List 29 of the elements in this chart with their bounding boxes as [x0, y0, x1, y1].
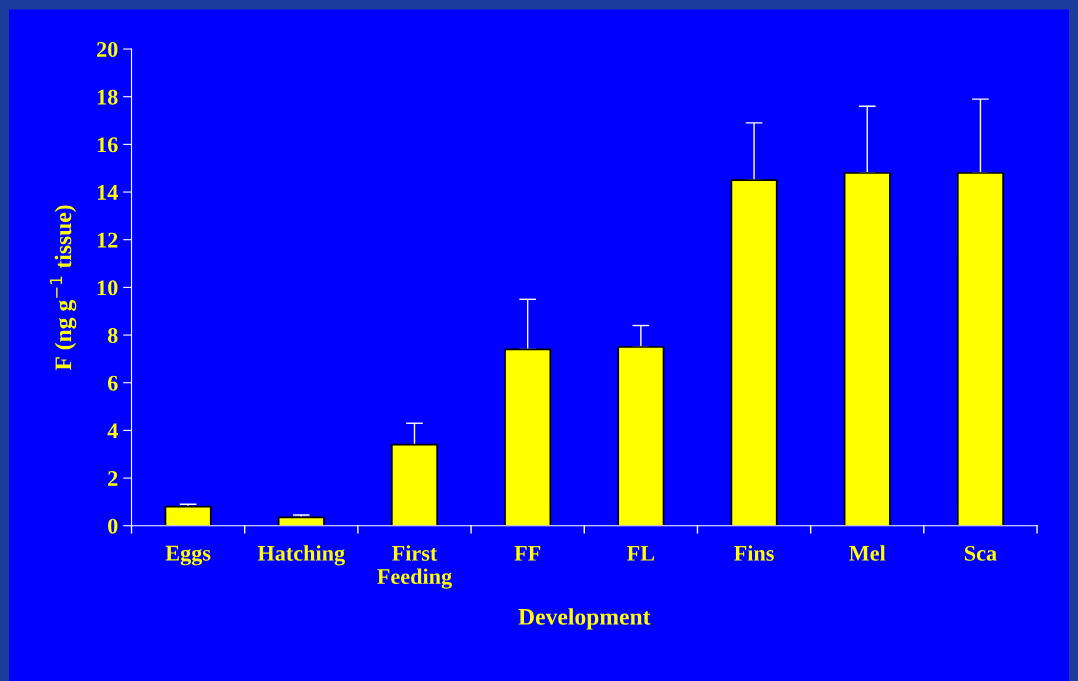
bar [730, 179, 778, 526]
x-tick-label: FL [627, 546, 655, 561]
bar [164, 505, 212, 526]
x-axis-title: Development [518, 608, 651, 630]
y-tick-label: 20 [97, 41, 118, 57]
y-axis-title: F (ng g$^{−1}$ tissue) [49, 205, 77, 371]
y-tick-label: 18 [97, 89, 118, 105]
bar [391, 443, 438, 526]
x-tick-label: Hatching [257, 545, 345, 566]
x-tick-label: First Feeding [377, 545, 452, 589]
x-tick-label: FF [514, 546, 541, 561]
x-tick-label: Sca [964, 545, 997, 561]
bar [617, 346, 665, 526]
y-tick-label: 8 [107, 327, 118, 343]
y-tick-label: 4 [107, 423, 118, 439]
bar [843, 172, 891, 526]
y-tick-label: 2 [108, 471, 118, 486]
y-tick-label: 6 [107, 375, 118, 391]
y-tick-label: 0 [108, 518, 118, 534]
y-tick-label: 16 [97, 137, 118, 153]
y-tick-label: 14 [97, 185, 118, 200]
bar [277, 516, 325, 526]
y-tick-label: 10 [97, 280, 118, 296]
bar [504, 348, 552, 526]
y-tick-label: 12 [97, 232, 118, 248]
x-tick-label: Fins [734, 545, 774, 561]
x-tick-label: Mel [849, 545, 886, 561]
bar [956, 172, 1004, 526]
x-tick-label: Eggs [165, 545, 211, 566]
